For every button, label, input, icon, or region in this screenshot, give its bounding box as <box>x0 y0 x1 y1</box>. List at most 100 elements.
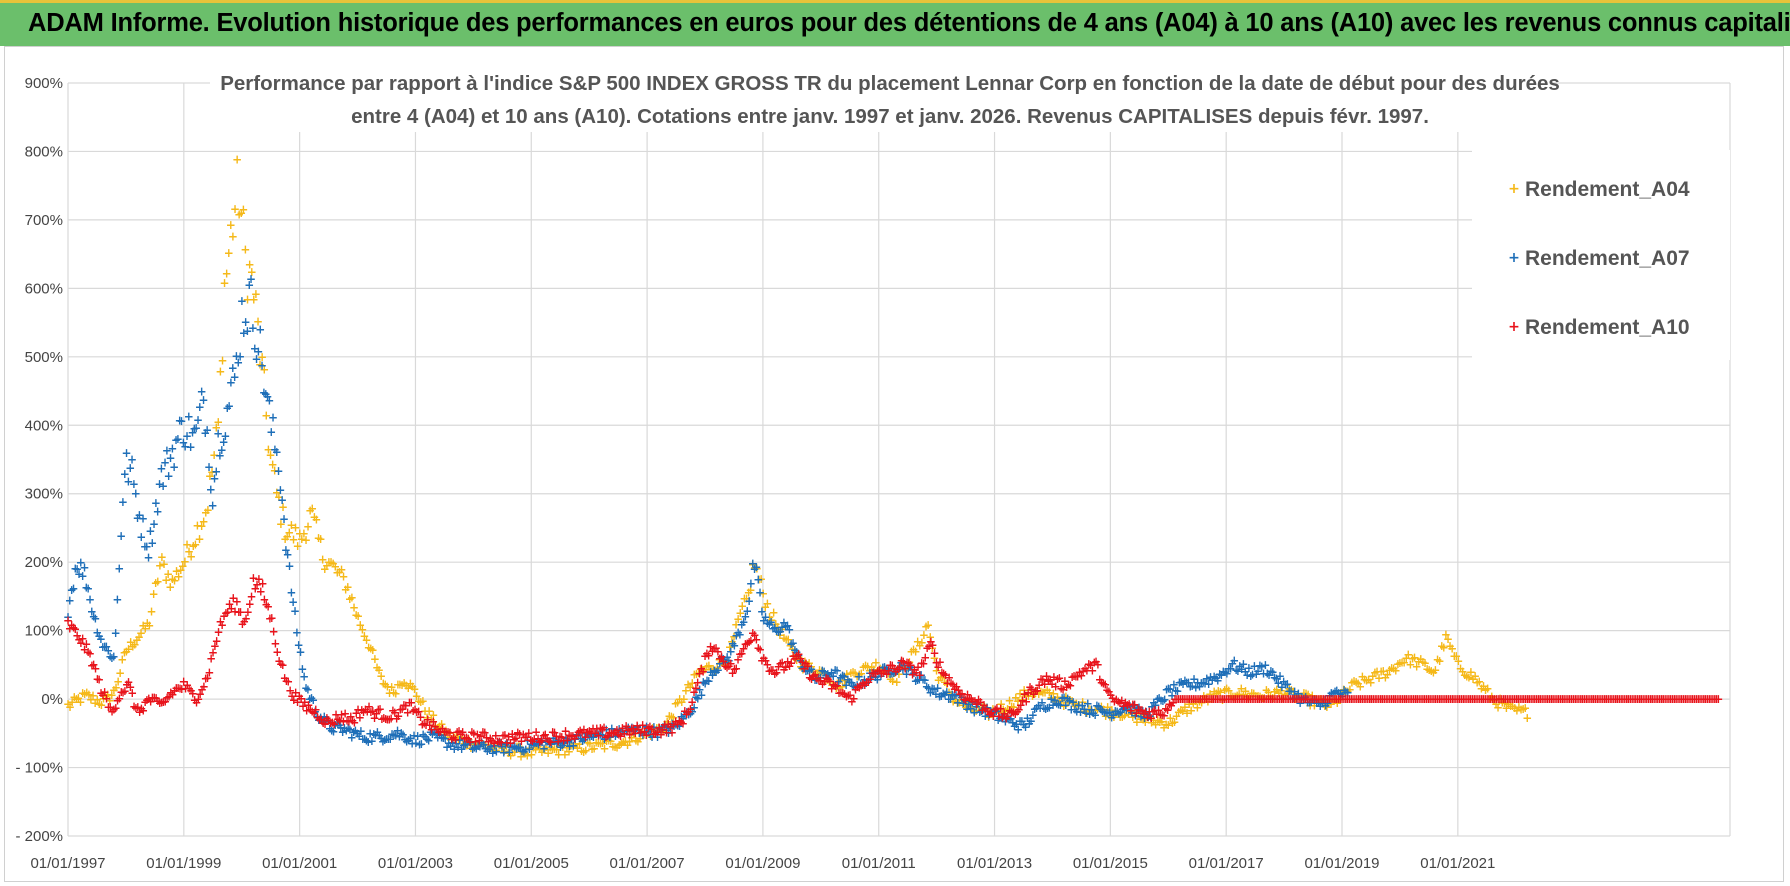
data-point: + <box>825 675 835 689</box>
y-tick-label: 100% <box>25 623 63 640</box>
data-point: + <box>1024 716 1034 730</box>
y-tick-label: 800% <box>25 143 63 160</box>
data-point: + <box>1113 695 1123 709</box>
data-point: + <box>1691 692 1701 706</box>
data-point: + <box>957 693 967 707</box>
data-point: + <box>790 643 800 657</box>
data-point: + <box>341 724 351 738</box>
data-point: + <box>977 700 987 714</box>
data-point: + <box>389 728 399 742</box>
data-point: + <box>1295 690 1305 704</box>
data-point: + <box>1152 692 1162 706</box>
data-point: + <box>94 697 104 711</box>
data-point: + <box>607 722 617 736</box>
y-tick-label: 500% <box>25 349 63 366</box>
data-point: + <box>1658 692 1668 706</box>
data-point: + <box>854 670 864 684</box>
data-point: + <box>355 710 365 724</box>
data-point: + <box>1203 692 1213 706</box>
data-point: + <box>82 686 92 700</box>
data-point: + <box>819 674 829 688</box>
data-point: + <box>275 483 285 497</box>
data-point: + <box>1649 692 1659 706</box>
data-point: + <box>1164 697 1174 711</box>
data-point: + <box>680 704 690 718</box>
data-point: + <box>1489 692 1499 706</box>
data-point: + <box>977 704 987 718</box>
data-point: + <box>612 727 622 741</box>
data-point: + <box>510 739 520 753</box>
data-point: + <box>514 739 524 753</box>
y-tick-label: 400% <box>25 417 63 434</box>
data-point: + <box>1238 657 1248 671</box>
data-point: + <box>292 695 302 709</box>
data-point: + <box>938 687 948 701</box>
data-point: + <box>491 743 501 757</box>
data-point: + <box>318 716 328 730</box>
data-point: + <box>499 746 509 760</box>
legend-marker: + <box>1508 181 1520 197</box>
data-point: + <box>792 653 802 667</box>
data-point: + <box>1636 692 1646 706</box>
data-point: + <box>952 696 962 710</box>
data-point: + <box>856 666 866 680</box>
data-point: + <box>609 725 619 739</box>
data-point: + <box>1068 695 1078 709</box>
data-point: + <box>1470 669 1480 683</box>
data-point: + <box>1326 697 1336 711</box>
data-point: + <box>1146 716 1156 730</box>
data-point: + <box>1175 692 1185 706</box>
data-point: + <box>354 729 364 743</box>
data-point: + <box>464 735 474 749</box>
data-point: + <box>184 681 194 695</box>
data-point: + <box>230 202 240 216</box>
data-point: + <box>364 700 374 714</box>
data-point: + <box>892 675 902 689</box>
data-point: + <box>186 684 196 698</box>
data-point: + <box>843 688 853 702</box>
data-point: + <box>506 749 516 763</box>
data-point: + <box>1187 692 1197 706</box>
legend-item-label: Rendement_A10 <box>1525 316 1690 339</box>
data-point: + <box>1622 692 1632 706</box>
data-point: + <box>960 694 970 708</box>
data-point: + <box>1111 692 1121 706</box>
data-point: + <box>1284 684 1294 698</box>
data-point: + <box>149 587 159 601</box>
data-point: + <box>1188 696 1198 710</box>
data-point: + <box>1268 665 1278 679</box>
data-point: + <box>964 697 974 711</box>
data-point: + <box>757 653 767 667</box>
data-point: + <box>656 723 666 737</box>
data-point: + <box>85 592 95 606</box>
data-point: + <box>923 618 933 632</box>
data-point: + <box>243 605 253 619</box>
data-point: + <box>1104 684 1114 698</box>
data-point: + <box>643 721 653 735</box>
data-point: + <box>449 731 459 745</box>
data-point: + <box>130 637 140 651</box>
data-point: + <box>610 729 620 743</box>
data-point: + <box>1299 686 1309 700</box>
data-point: + <box>1391 663 1401 677</box>
data-point: + <box>1196 692 1206 706</box>
data-point: + <box>1105 705 1115 719</box>
data-point: + <box>297 532 307 546</box>
data-point: + <box>970 694 980 708</box>
data-point: + <box>830 663 840 677</box>
data-point: + <box>946 676 956 690</box>
data-point: + <box>1026 714 1036 728</box>
data-point: + <box>814 670 824 684</box>
data-point: + <box>98 688 108 702</box>
data-point: + <box>1345 682 1355 696</box>
data-point: + <box>786 637 796 651</box>
data-point: + <box>1308 693 1318 707</box>
data-point: + <box>1253 664 1263 678</box>
data-point: + <box>392 712 402 726</box>
data-point: + <box>1600 692 1610 706</box>
data-point: + <box>1030 684 1040 698</box>
data-point: + <box>620 726 630 740</box>
data-point: + <box>394 729 404 743</box>
data-point: + <box>564 728 574 742</box>
data-point: + <box>1215 667 1225 681</box>
